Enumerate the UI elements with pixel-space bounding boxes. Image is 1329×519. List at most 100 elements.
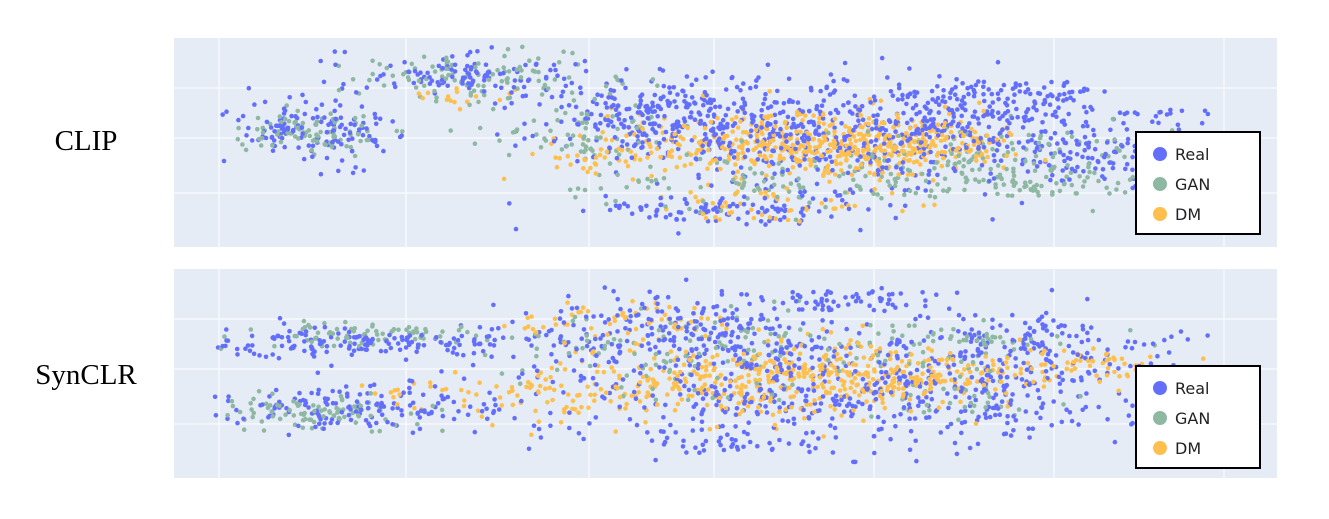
data-point-gan [997, 334, 1003, 340]
data-point-dm [611, 369, 617, 374]
data-point-real [481, 89, 487, 94]
data-point-real [661, 136, 667, 142]
data-point-dm [593, 155, 599, 160]
data-point-real [347, 343, 352, 349]
row-label-synclr: SynCLR [35, 359, 137, 391]
data-point-real [1066, 111, 1071, 117]
data-point-real [1030, 426, 1036, 431]
data-point-gan [751, 348, 757, 353]
data-point-dm [547, 385, 552, 391]
data-point-real [871, 307, 877, 313]
data-point-real [1049, 423, 1054, 428]
data-point-gan [966, 159, 971, 165]
data-point-dm [733, 162, 738, 167]
data-point-real [618, 306, 623, 312]
data-point-real [756, 75, 761, 80]
data-point-dm [501, 176, 507, 182]
data-point-real [1088, 104, 1093, 110]
data-point-dm [845, 150, 851, 155]
data-point-real [365, 400, 370, 405]
data-point-gan [762, 339, 767, 345]
data-point-real [900, 97, 905, 102]
data-point-dm [842, 387, 848, 392]
data-point-gan [925, 334, 931, 339]
data-point-dm [554, 164, 560, 170]
data-point-dm [757, 153, 763, 158]
data-point-gan [667, 369, 672, 375]
data-point-real [676, 324, 681, 330]
data-point-real [990, 317, 995, 323]
data-point-gan [961, 157, 967, 162]
legend-item-gan[interactable]: GAN [1153, 169, 1259, 199]
data-point-dm [726, 210, 732, 216]
data-point-gan [977, 167, 982, 172]
data-point-real [979, 360, 984, 366]
data-point-real [318, 119, 324, 125]
data-point-dm [707, 373, 712, 378]
data-point-dm [766, 374, 771, 379]
data-point-real [321, 426, 326, 432]
data-point-dm [777, 409, 782, 414]
data-point-real [682, 119, 688, 124]
data-point-real [1060, 168, 1065, 173]
data-point-real [366, 405, 371, 411]
data-point-gan [964, 337, 969, 343]
data-point-real [809, 355, 814, 360]
data-point-real [470, 362, 476, 368]
data-point-real [949, 87, 955, 92]
data-point-real [524, 336, 529, 342]
data-point-dm [1087, 363, 1093, 368]
data-point-gan [255, 126, 260, 132]
data-point-dm [448, 98, 453, 103]
data-point-dm [570, 398, 576, 404]
data-point-gan [527, 58, 532, 63]
data-point-real [1049, 79, 1054, 85]
legend-item-dm[interactable]: DM [1153, 199, 1259, 229]
legend-item-gan[interactable]: GAN [1153, 403, 1259, 433]
data-point-gan [520, 368, 525, 373]
data-point-real [1062, 158, 1067, 164]
data-point-real [1047, 348, 1052, 354]
data-point-real [1064, 79, 1070, 85]
data-point-real [667, 85, 672, 90]
data-point-gan [981, 177, 986, 183]
data-point-real [342, 339, 348, 344]
data-point-real [1123, 166, 1128, 172]
data-point-real [804, 135, 810, 141]
data-point-real [765, 105, 771, 111]
data-point-gan [401, 71, 406, 77]
data-point-real [646, 341, 651, 346]
data-point-real [976, 352, 982, 358]
data-point-real [1112, 439, 1118, 445]
data-point-real [963, 349, 968, 354]
data-point-real [786, 76, 792, 82]
data-point-dm [939, 133, 945, 138]
data-point-real [272, 336, 277, 341]
data-point-real [580, 208, 586, 214]
data-point-real [703, 438, 709, 444]
data-point-dm [397, 392, 402, 397]
data-point-gan [745, 329, 750, 335]
data-point-real [213, 413, 219, 418]
data-point-dm [637, 157, 643, 162]
data-point-gan [988, 166, 993, 172]
legend-item-real[interactable]: Real [1153, 139, 1259, 169]
data-point-gan [793, 217, 799, 223]
data-point-real [386, 341, 392, 346]
data-point-gan [583, 147, 588, 153]
data-point-dm [735, 156, 740, 161]
data-point-gan [334, 405, 339, 411]
data-point-real [628, 115, 634, 121]
data-point-dm [861, 147, 866, 153]
data-point-gan [339, 397, 345, 403]
legend-item-real[interactable]: Real [1153, 373, 1259, 403]
data-point-gan [250, 414, 255, 420]
data-point-real [501, 70, 506, 76]
data-point-gan [906, 323, 912, 328]
data-point-gan [545, 86, 551, 91]
data-point-real [235, 420, 240, 426]
data-point-dm [688, 319, 694, 325]
data-point-dm [779, 336, 784, 342]
legend-item-dm[interactable]: DM [1153, 433, 1259, 463]
data-point-real [655, 301, 660, 307]
